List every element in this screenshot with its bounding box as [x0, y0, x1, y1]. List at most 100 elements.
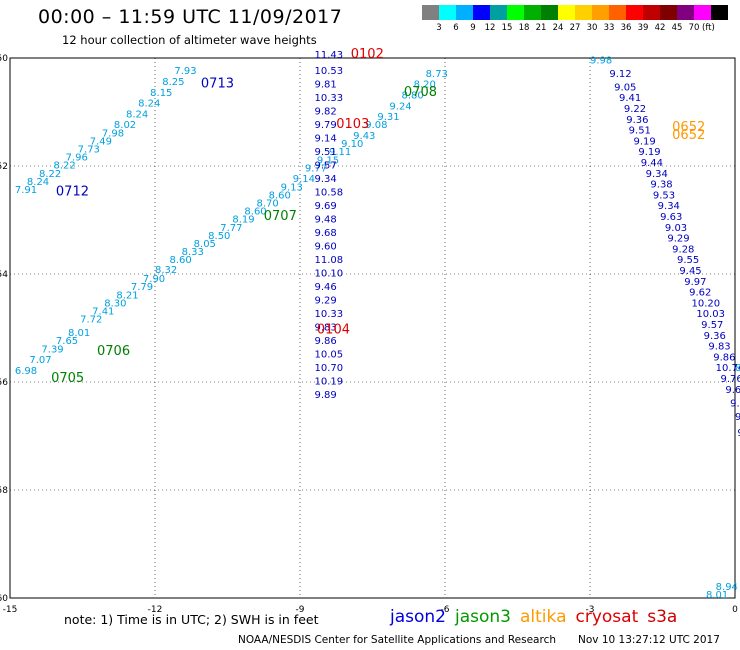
color-scale-label: 15 — [501, 23, 513, 33]
wave-height-value: 9.77 — [305, 163, 327, 174]
wave-height-value: 8.05 — [194, 239, 216, 250]
map-frame — [9, 57, 736, 599]
color-swatch — [609, 5, 626, 20]
pass-time-label: 0102 — [351, 47, 384, 62]
track-jason3: 6.987.077.397.658.017.727.418.308.217.79… — [15, 55, 740, 601]
legend-jason3: jason3 — [455, 607, 511, 627]
map-axis-ticks: -15 -12 -9 -6 -3 0 -50 -52 -54 -56 -58 -60 — [0, 54, 738, 615]
wave-height-value: 9.69 — [315, 201, 337, 212]
pass-time-label: 0104 — [317, 322, 350, 337]
wave-height-value: 7.39 — [41, 344, 63, 355]
legend-altika: altika — [520, 607, 567, 627]
color-scale-label: 24 — [552, 23, 564, 33]
wave-height-value: 8.33 — [182, 247, 204, 258]
wave-height-value: 8.02 — [114, 120, 136, 131]
wave-height-value: 9.79 — [315, 120, 337, 131]
wave-height-value: 8.01 — [706, 590, 728, 601]
wave-height-value: 9.46 — [315, 282, 337, 293]
wave-height-value: 9.57 — [701, 320, 723, 331]
wave-height-value: 9.68 — [725, 385, 740, 396]
wave-height-value: 9.13 — [281, 182, 303, 193]
color-scale-label: 9 — [470, 23, 476, 33]
color-scale-label: 42 — [654, 23, 666, 33]
legend-cryosat: cryosat — [575, 607, 639, 627]
page-subtitle: 12 hour collection of altimeter wave hei… — [62, 33, 317, 47]
wave-height-value: 9 — [737, 428, 740, 439]
wave-height-value: 11.08 — [315, 255, 344, 266]
wave-height-value: 9.31 — [377, 112, 399, 123]
color-swatch — [456, 5, 473, 20]
wave-height-value: 8.70 — [257, 199, 279, 210]
color-swatch — [439, 5, 456, 20]
wave-height-value: 9.51 — [315, 147, 337, 158]
wave-height-value: 9.08 — [365, 120, 387, 131]
color-scale-label: 30 — [586, 23, 598, 33]
wave-height-value: 9.11 — [329, 147, 351, 158]
x-tick-label: 0 — [732, 605, 738, 615]
legend-jason2: jason2 — [390, 607, 446, 627]
wave-height-value: 9.38 — [650, 180, 672, 191]
wave-height-value: 9.22 — [624, 104, 646, 115]
wave-height-value: 7.73 — [78, 145, 100, 156]
wave-height-value: 8.94 — [716, 582, 738, 593]
pass-time-label: 0708 — [404, 85, 437, 100]
wave-height-value: 9.34 — [646, 169, 668, 180]
pass-time-label: 0652 — [672, 120, 705, 135]
color-scale-label: 39 — [637, 23, 649, 33]
generated-timestamp: Nov 10 13:27:12 UTC 2017 — [578, 634, 720, 646]
wave-height-value: 9.03 — [665, 223, 687, 234]
wave-height-value: 7.65 — [56, 336, 78, 347]
wave-height-value: 7.93 — [174, 66, 196, 77]
wave-height-value: 8.24 — [126, 109, 148, 120]
wave-height-value: 7.91 — [15, 185, 37, 196]
wave-height-value: 8.22 — [54, 161, 76, 172]
wave-height-value: 9.36 — [704, 331, 726, 342]
wave-height-value: 9.51 — [629, 126, 651, 137]
track-jason2: 11.4310.539.8110.339.829.799.149.519.579… — [315, 50, 740, 439]
wave-height-value: 9.53 — [653, 190, 675, 201]
wave-height-value: 10.19 — [315, 377, 344, 388]
wave-height-value: 9.98 — [590, 55, 612, 66]
satellite-tracks: 6.987.077.397.658.017.727.418.308.217.79… — [15, 50, 740, 601]
wave-height-value: 10.74 — [716, 363, 740, 374]
color-scale-label: 45 — [671, 23, 683, 33]
wave-height-value: 9.86 — [713, 352, 735, 363]
wave-height-value: 9.81 — [315, 80, 337, 91]
credit-line: NOAA/NESDIS Center for Satellite Applica… — [238, 634, 556, 646]
wave-height-value: 9.82 — [315, 107, 337, 118]
wave-height-value: 8.20 — [414, 80, 436, 91]
wave-height-value: 9.05 — [614, 82, 636, 93]
wave-height-value: 9.44 — [641, 158, 663, 169]
y-tick-label: -50 — [0, 54, 8, 64]
color-swatch — [490, 5, 507, 20]
wave-height-value: 9.97 — [684, 277, 706, 288]
wave-height-value: 8.50 — [208, 231, 230, 242]
page-title: 00:00 – 11:59 UTC 11/09/2017 — [38, 6, 343, 28]
color-swatch — [473, 5, 490, 20]
wave-height-value: 9.29 — [667, 234, 689, 245]
wave-height-value: 8.60 — [170, 255, 192, 266]
wave-height-value: 10.53 — [315, 66, 344, 77]
wave-height-value: 7.77 — [220, 223, 242, 234]
wave-height-value: 9.29 — [315, 296, 337, 307]
wave-height-value: 9.36 — [626, 115, 648, 126]
wave-height-value: 9.86 — [315, 336, 337, 347]
wave-height-value: 9.89 — [315, 390, 337, 401]
color-swatch — [422, 5, 439, 20]
wave-height-value: 10.10 — [315, 269, 344, 280]
color-swatch — [660, 5, 677, 20]
y-tick-label: -60 — [0, 594, 8, 604]
wave-height-value: 9.34 — [658, 201, 680, 212]
wave-height-value: 11.43 — [315, 50, 344, 61]
pass-time-label: 0713 — [201, 77, 234, 92]
wave-height-value: 9.19 — [638, 147, 660, 158]
wave-height-value: 9.34 — [315, 174, 337, 185]
wave-height-value: 9.63 — [660, 212, 682, 223]
wave-height-value: 9.28 — [672, 244, 694, 255]
x-tick-label: -9 — [296, 605, 305, 615]
wave-height-value: 8.30 — [104, 298, 126, 309]
color-scale-label: 6 — [453, 23, 459, 33]
wave-height-value: 8.80 — [402, 91, 424, 102]
footnote: note: 1) Time is in UTC; 2) SWH is in fe… — [64, 612, 319, 627]
color-scale-label: 18 — [518, 23, 530, 33]
